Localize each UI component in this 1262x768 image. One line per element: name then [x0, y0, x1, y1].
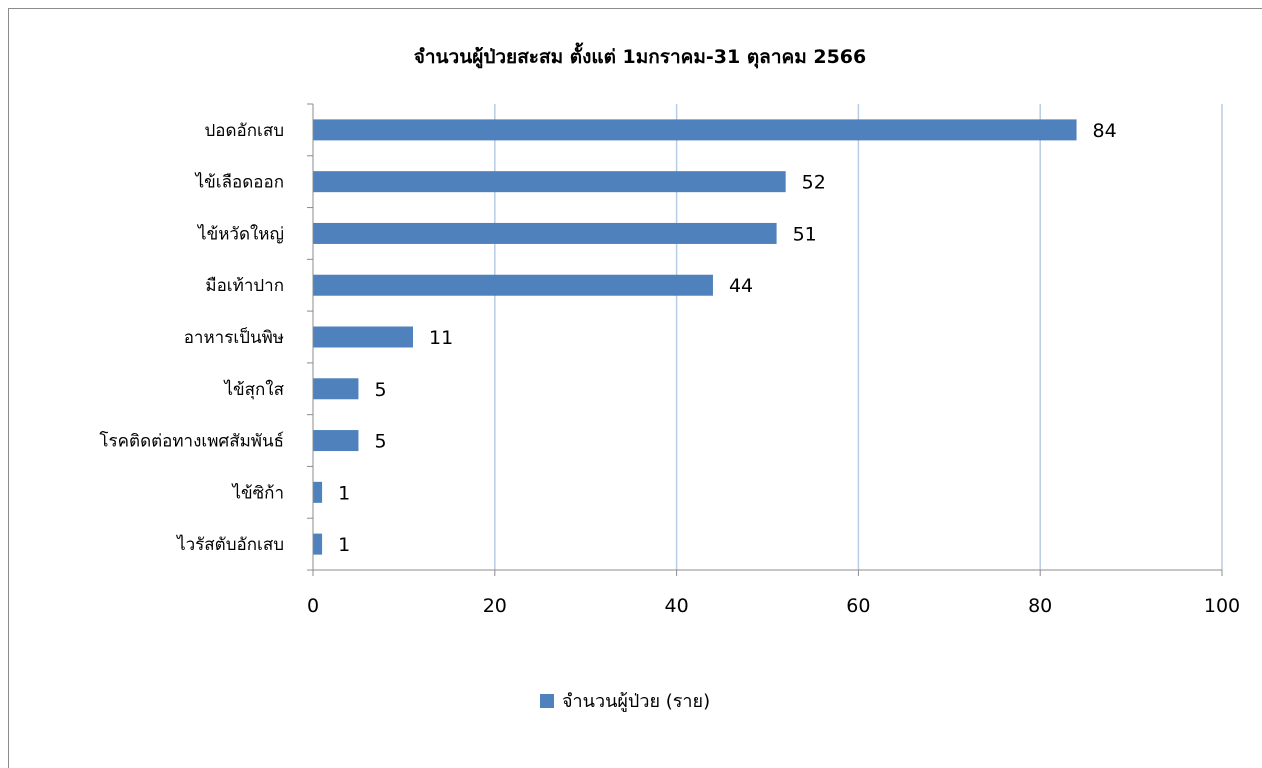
data-label: 51 [793, 223, 817, 245]
x-tick-label: 60 [846, 595, 870, 617]
bar [313, 430, 359, 452]
category-label: มือเท้าปาก [205, 276, 284, 296]
chart-frame [8, 8, 1262, 768]
legend-label: จำนวนผู้ป่วย (ราย) [562, 691, 710, 712]
x-tick-label: 40 [665, 595, 689, 617]
bars [313, 119, 1077, 555]
bar [313, 326, 413, 348]
bar [313, 274, 713, 296]
category-label: โรคติดต่อทางเพศสัมพันธ์ [99, 431, 284, 452]
x-tick-label: 0 [307, 595, 319, 617]
bar [313, 481, 323, 503]
category-label: ไข้สุกใส [222, 379, 284, 400]
chart-title: จำนวนผู้ป่วยสะสม ตั้งแต่ 1มกราคม-31 ตุลา… [414, 42, 866, 69]
x-tick-label: 80 [1028, 595, 1052, 617]
data-label: 11 [429, 327, 453, 349]
legend-swatch [540, 694, 554, 708]
legend: จำนวนผู้ป่วย (ราย) [540, 691, 710, 712]
bar [313, 533, 323, 555]
labels: 84ปอดอักเสบ52ไข้เลือดออก51ไข้หวัดใหญ่44ม… [99, 120, 1240, 617]
data-label: 1 [338, 482, 350, 504]
bar [313, 119, 1077, 141]
category-label: อาหารเป็นพิษ [184, 326, 284, 348]
bar [313, 171, 786, 193]
category-label: ไข้เลือดออก [194, 172, 284, 193]
category-label: ปอดอักเสบ [204, 121, 284, 141]
category-label: ไข้ซิก้า [230, 482, 284, 503]
data-label: 5 [374, 379, 386, 401]
data-label: 84 [1093, 120, 1117, 142]
category-label: ไวรัสตับอักเสบ [175, 534, 284, 555]
bar [313, 222, 777, 244]
data-label: 5 [374, 431, 386, 453]
x-tick-label: 100 [1204, 595, 1240, 617]
axes [307, 103, 1223, 576]
bar [313, 378, 359, 400]
x-tick-label: 20 [483, 595, 507, 617]
data-label: 52 [802, 172, 826, 194]
category-label: ไข้หวัดใหญ่ [196, 223, 284, 244]
data-label: 44 [729, 275, 753, 297]
data-label: 1 [338, 534, 350, 556]
